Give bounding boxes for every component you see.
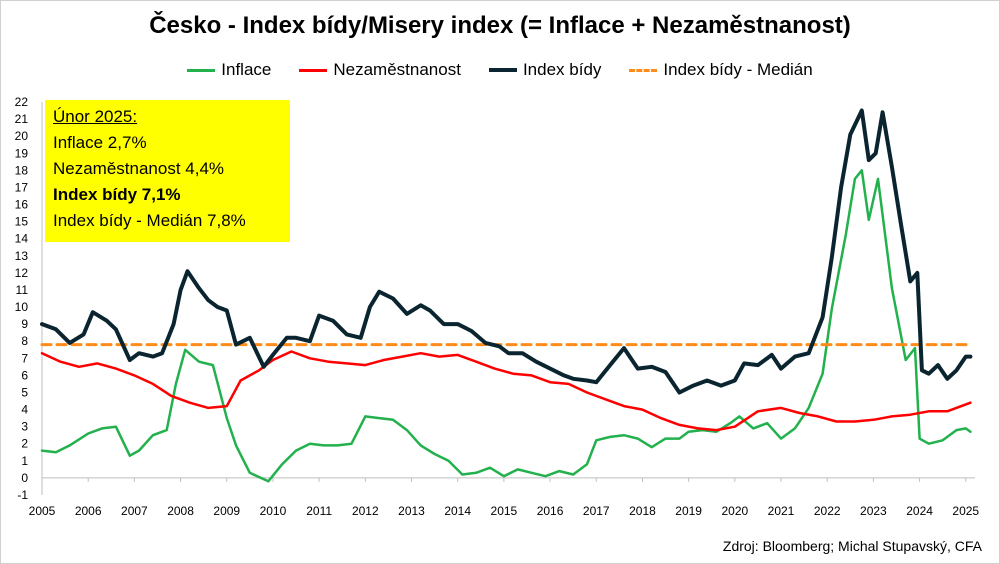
y-tick-label: 15 xyxy=(15,215,29,229)
x-tick-label: 2018 xyxy=(629,504,656,518)
x-tick-label: 2010 xyxy=(260,504,287,518)
y-tick-label: 9 xyxy=(21,317,28,331)
legend-item-inflace: Inflace xyxy=(187,60,271,80)
x-tick-label: 2012 xyxy=(352,504,379,518)
y-tick-label: -1 xyxy=(17,488,28,502)
x-tick-label: 2009 xyxy=(213,504,240,518)
y-tick-label: 17 xyxy=(15,180,29,194)
x-tick-label: 2019 xyxy=(675,504,702,518)
legend-swatch-nezam xyxy=(299,68,328,72)
y-tick-label: 18 xyxy=(15,163,29,177)
info-heading: Únor 2025: xyxy=(53,107,138,126)
x-tick-label: 2017 xyxy=(583,504,610,518)
x-tick-label: 2011 xyxy=(306,504,332,518)
info-inflace: Inflace 2,7% xyxy=(53,133,147,152)
x-tick-label: 2024 xyxy=(906,504,933,518)
x-tick-label: 2007 xyxy=(121,504,148,518)
legend: Inflace Nezaměstnanost Index bídy Index … xyxy=(0,60,1000,80)
y-tick-label: 6 xyxy=(21,368,28,382)
x-tick-label: 2006 xyxy=(75,504,102,518)
y-tick-label: 8 xyxy=(21,334,28,348)
x-tick-label: 2014 xyxy=(444,504,471,518)
series-line-inflace xyxy=(40,169,972,483)
y-tick-label: 13 xyxy=(15,249,29,263)
legend-label-inflace: Inflace xyxy=(221,60,272,79)
info-index: Index bídy 7,1% xyxy=(53,185,181,204)
y-tick-label: 21 xyxy=(15,112,29,126)
y-tick-label: 0 xyxy=(21,471,28,485)
series-line-index-bidy xyxy=(40,108,973,395)
x-tick-label: 2013 xyxy=(398,504,425,518)
y-tick-label: 22 xyxy=(15,95,29,109)
info-box: Únor 2025: Inflace 2,7% Nezaměstnanost 4… xyxy=(45,100,290,242)
legend-item-median: Index bídy - Medián xyxy=(629,60,813,80)
y-tick-label: 11 xyxy=(16,283,29,297)
y-tick-label: 4 xyxy=(21,403,28,417)
legend-label-index: Index bídy xyxy=(522,60,602,79)
y-tick-label: 2 xyxy=(21,437,28,451)
x-tick-label: 2021 xyxy=(768,504,795,518)
x-tick-label: 2022 xyxy=(814,504,841,518)
y-tick-label: 12 xyxy=(15,266,29,280)
y-tick-label: 10 xyxy=(15,300,29,314)
series-line-nezamestnanost xyxy=(40,350,972,432)
legend-item-index: Index bídy xyxy=(488,60,602,80)
y-tick-label: 7 xyxy=(21,351,28,365)
y-tick-label: 20 xyxy=(15,129,29,143)
x-tick-label: 2025 xyxy=(952,504,979,518)
y-tick-label: 1 xyxy=(21,454,28,468)
x-tick-label: 2016 xyxy=(537,504,564,518)
legend-label-nezam: Nezaměstnanost xyxy=(333,60,461,79)
x-tick-label: 2023 xyxy=(860,504,887,518)
x-tick-label: 2015 xyxy=(491,504,518,518)
legend-swatch-inflace xyxy=(187,68,216,72)
info-nezam: Nezaměstnanost 4,4% xyxy=(53,159,225,178)
info-median: Index bídy - Medián 7,8% xyxy=(53,211,246,230)
y-tick-label: 14 xyxy=(15,232,29,246)
chart-title: Česko - Index bídy/Misery index (= Infla… xyxy=(149,12,851,39)
legend-swatch-index xyxy=(488,68,517,72)
x-tick-label: 2020 xyxy=(721,504,748,518)
y-tick-label: 16 xyxy=(15,198,29,212)
y-tick-label: 3 xyxy=(21,420,28,434)
legend-swatch-median xyxy=(629,68,658,72)
y-tick-label: 5 xyxy=(21,385,28,399)
y-tick-label: 19 xyxy=(15,146,29,160)
x-tick-label: 2005 xyxy=(29,504,56,518)
source-note: Zdroj: Bloomberg; Michal Stupavský, CFA xyxy=(722,538,982,554)
legend-item-nezam: Nezaměstnanost xyxy=(299,60,461,80)
legend-label-median: Index bídy - Medián xyxy=(663,60,813,79)
x-tick-label: 2008 xyxy=(167,504,194,518)
